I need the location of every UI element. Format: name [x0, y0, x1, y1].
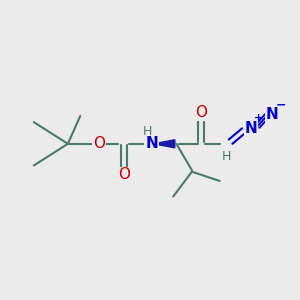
Text: H: H [222, 150, 231, 163]
Text: N: N [145, 136, 158, 151]
Polygon shape [158, 140, 175, 148]
Text: −: − [276, 99, 286, 112]
Text: +: + [254, 113, 263, 123]
Text: H: H [143, 125, 152, 138]
Text: N: N [266, 107, 279, 122]
Text: O: O [195, 105, 207, 120]
Text: O: O [93, 136, 105, 151]
Text: O: O [118, 167, 130, 182]
Text: N: N [244, 121, 257, 136]
